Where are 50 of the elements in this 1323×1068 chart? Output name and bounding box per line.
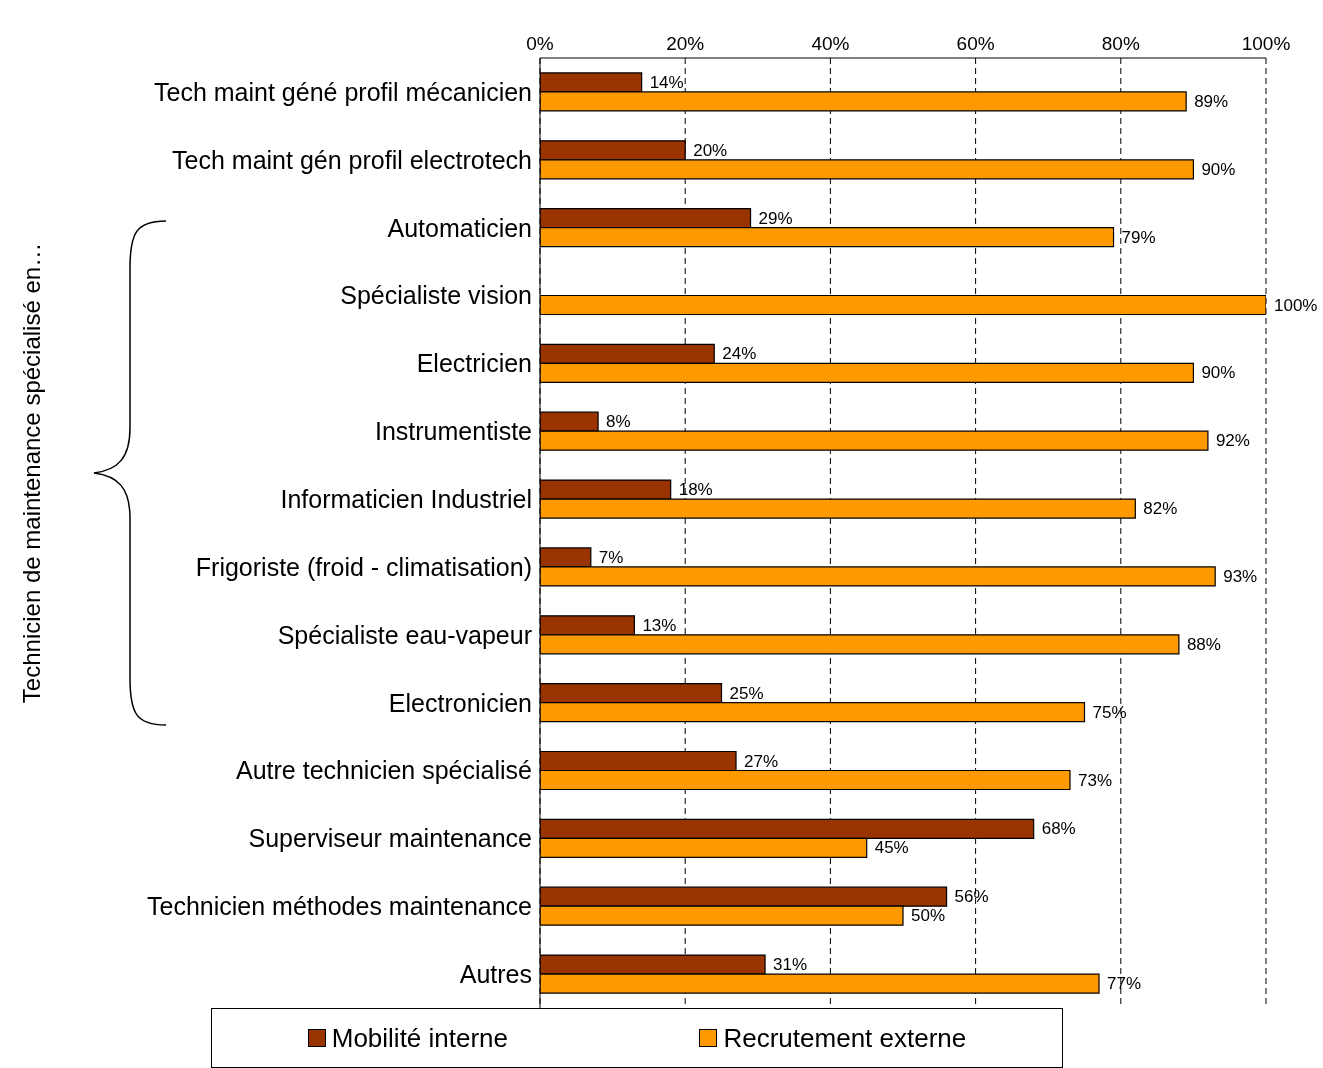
data-label: 90% bbox=[1201, 159, 1236, 179]
y-tick-label: Technicien méthodes maintenance bbox=[147, 892, 532, 921]
y-tick-label: Informaticien Industriel bbox=[280, 484, 532, 513]
data-label: 18% bbox=[678, 480, 713, 500]
data-label: 31% bbox=[773, 955, 808, 975]
data-label: 100% bbox=[1274, 295, 1318, 315]
data-label: 75% bbox=[1092, 702, 1127, 722]
data-label: 79% bbox=[1121, 227, 1156, 247]
data-label: 45% bbox=[874, 838, 909, 858]
y-tick-label: Instrumentiste bbox=[374, 417, 532, 446]
data-label: 20% bbox=[693, 140, 728, 160]
x-tick-label: 40% bbox=[811, 33, 850, 54]
legend-label: Recrutement externe bbox=[723, 1022, 967, 1054]
data-label: 24% bbox=[722, 344, 757, 364]
y-axis-title: Technicien de maintenance spécialisé en… bbox=[18, 242, 45, 704]
legend-label: Mobilité interne bbox=[331, 1022, 509, 1054]
x-tick-label: 0% bbox=[526, 33, 554, 54]
data-label: 92% bbox=[1215, 431, 1250, 451]
data-label: 82% bbox=[1143, 499, 1178, 519]
data-label: 88% bbox=[1186, 634, 1221, 654]
y-tick-label: Automaticien bbox=[387, 213, 532, 242]
x-tick-label: 100% bbox=[1241, 33, 1291, 54]
data-label: 7% bbox=[598, 547, 624, 567]
x-tick-label: 60% bbox=[956, 33, 995, 54]
data-label: 93% bbox=[1223, 566, 1258, 586]
y-tick-label: Electricien bbox=[416, 349, 532, 378]
data-label: 73% bbox=[1077, 770, 1113, 790]
y-tick-label: Autre technicien spécialisé bbox=[236, 756, 532, 785]
data-label: 13% bbox=[642, 615, 677, 635]
y-tick-label: Tech maint gén profil electrotech bbox=[172, 145, 532, 174]
data-label: 25% bbox=[729, 683, 764, 703]
y-tick-label: Spécialiste eau-vapeur bbox=[277, 620, 532, 649]
x-tick-label: 20% bbox=[666, 33, 705, 54]
y-tick-label: Electronicien bbox=[388, 688, 532, 717]
data-label: 56% bbox=[954, 887, 989, 907]
y-tick-label: Frigoriste (froid - climatisation) bbox=[195, 552, 532, 581]
data-label: 68% bbox=[1041, 819, 1076, 839]
y-tick-label: Superviseur maintenance bbox=[248, 824, 532, 853]
data-label: 89% bbox=[1194, 91, 1229, 111]
data-label: 29% bbox=[758, 208, 793, 228]
y-tick-label: Tech maint géné profil mécanicien bbox=[154, 77, 532, 106]
data-label: 14% bbox=[649, 72, 684, 92]
data-label: 8% bbox=[606, 412, 631, 432]
data-label: 27% bbox=[744, 751, 779, 771]
data-label: 90% bbox=[1201, 363, 1236, 383]
x-tick-label: 80% bbox=[1101, 33, 1140, 54]
y-tick-label: Spécialiste vision bbox=[340, 281, 532, 310]
data-label: 50% bbox=[911, 906, 946, 926]
data-label: 77% bbox=[1107, 974, 1142, 994]
y-tick-label: Autres bbox=[459, 959, 532, 988]
